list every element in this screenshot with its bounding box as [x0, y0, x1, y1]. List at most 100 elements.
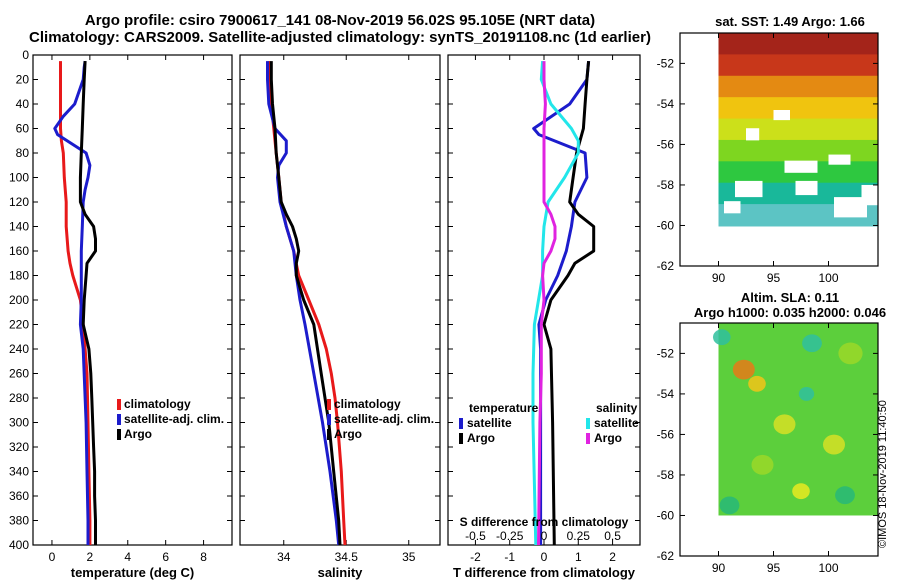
s-diff-axis-label: S difference from climatology [460, 515, 629, 529]
profile-panel-1 [32, 54, 233, 546]
legend-label: Argo [594, 431, 622, 445]
y-tick-label: 100 [9, 171, 29, 185]
sla-anomaly-blob [802, 334, 822, 353]
legend-swatch [586, 418, 590, 429]
map-frame [679, 322, 879, 557]
x-tick-label: 34.5 [335, 550, 359, 564]
legend-swatch [327, 429, 331, 440]
series-line-s-satellite [531, 60, 580, 546]
legend-swatch [459, 418, 463, 429]
legend-label: satellite [594, 416, 639, 430]
x-tick-label: 0 [49, 550, 56, 564]
sla-anomaly-blob [823, 434, 845, 455]
sst-band [718, 33, 878, 56]
map-lat-label: -62 [657, 549, 675, 563]
map-lon-label: 95 [767, 271, 781, 285]
map-lat-label: -52 [657, 56, 675, 70]
sst-band [718, 139, 878, 163]
legend-label: satellite-adj. clim. [334, 412, 434, 426]
series-line-climatology [59, 61, 92, 545]
legend-label: climatology [124, 397, 191, 411]
x-tick-label: -1 [504, 550, 515, 564]
legend-swatch [586, 433, 590, 444]
y-tick-label: 180 [9, 269, 29, 283]
legend-swatch [117, 399, 121, 410]
y-tick-label: 220 [9, 318, 29, 332]
sla-map [679, 322, 879, 557]
y-tick-label: 80 [16, 146, 30, 160]
legend-swatch [117, 414, 121, 425]
sst-missing-patch [773, 109, 790, 121]
y-tick-label: 40 [16, 97, 30, 111]
series-line-t-satellite [532, 60, 591, 545]
sst-missing-patch [828, 154, 851, 165]
x-tick-label: -2 [470, 550, 481, 564]
map-content [718, 33, 878, 227]
map-lat-label: -60 [657, 508, 675, 522]
legend-label: Argo [334, 427, 362, 441]
sst-band [718, 54, 878, 77]
plot-frame [32, 54, 233, 546]
map-lat-label: -56 [657, 137, 675, 151]
y-tick-label: 160 [9, 244, 29, 258]
s-diff-tick-label: 0.5 [604, 529, 621, 543]
sst-missing-patch [834, 197, 867, 218]
x-axis-label: temperature (deg C) [71, 565, 195, 580]
sst-missing-patch [735, 180, 763, 198]
x-tick-label: 35 [402, 550, 416, 564]
legend-temperature-title: temperature [469, 401, 539, 415]
map-lat-label: -52 [657, 346, 675, 360]
sst-missing-patch [795, 180, 818, 196]
series-line-satellite-adj-clim- [266, 61, 341, 546]
s-diff-tick-label: -0.5 [465, 529, 486, 543]
series-line-s-argo [537, 61, 557, 546]
map-lat-label: -58 [657, 178, 675, 192]
map-lat-label: -60 [657, 218, 675, 232]
legend-label: satellite [467, 416, 512, 430]
legend-label: climatology [334, 397, 401, 411]
map-lat-label: -54 [657, 387, 675, 401]
map-lon-label: 100 [818, 271, 838, 285]
y-tick-label: 240 [9, 342, 29, 356]
series-line-argo [78, 61, 97, 545]
y-tick-label: 320 [9, 440, 29, 454]
map-lat-label: -62 [657, 259, 675, 273]
legend-swatch [117, 429, 121, 440]
map-lon-label: 95 [767, 561, 781, 575]
x-tick-label: 8 [200, 550, 207, 564]
sst-missing-patch [746, 128, 760, 141]
y-tick-label: 20 [16, 73, 30, 87]
s-diff-tick-label: 0 [541, 529, 548, 543]
sst-map-title: sat. SST: 1.49 Argo: 1.66 [715, 14, 865, 29]
sla-map-subtitle: Argo h1000: 0.035 h2000: 0.046 [693, 305, 887, 320]
y-tick-label: 260 [9, 367, 29, 381]
sla-anomaly-blob [792, 483, 810, 500]
y-tick-label: 400 [9, 538, 29, 552]
y-tick-label: 340 [9, 465, 29, 479]
x-axis-label: T difference from climatology [453, 565, 636, 580]
y-tick-label: 380 [9, 514, 29, 528]
x-tick-label: 34 [277, 550, 291, 564]
x-axis-label: salinity [318, 565, 364, 580]
sla-anomaly-blob [713, 329, 731, 346]
sla-anomaly-blob [838, 342, 863, 365]
y-tick-label: 300 [9, 416, 29, 430]
x-tick-label: 2 [609, 550, 616, 564]
s-diff-tick-label: 0.25 [567, 529, 591, 543]
sst-missing-patch [784, 160, 818, 173]
chart-title-line-2: Climatology: CARS2009. Satellite-adjuste… [29, 29, 651, 46]
map-lat-label: -58 [657, 468, 675, 482]
chart-title-line-1: Argo profile: csiro 7900617_141 08-Nov-2… [84, 12, 596, 29]
series-line-satellite-adj-clim- [53, 60, 92, 545]
sla-anomaly-blob [751, 454, 774, 475]
sla-anomaly-blob [732, 359, 755, 380]
legend-label: Argo [124, 427, 152, 441]
y-tick-label: 60 [16, 122, 30, 136]
map-lon-label: 100 [818, 561, 838, 575]
y-tick-label: 120 [9, 195, 29, 209]
series-line-t-argo [542, 60, 596, 546]
y-tick-label: 0 [22, 48, 29, 62]
y-tick-label: 200 [9, 293, 29, 307]
y-tick-label: 140 [9, 220, 29, 234]
